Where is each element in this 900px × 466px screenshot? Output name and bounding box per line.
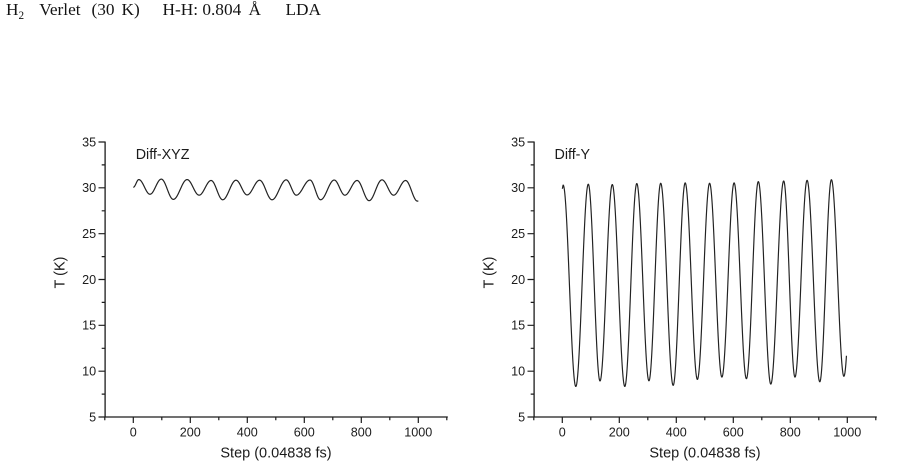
svg-text:800: 800 <box>351 425 372 439</box>
svg-text:30: 30 <box>82 181 96 195</box>
svg-text:200: 200 <box>609 425 630 439</box>
svg-text:10: 10 <box>82 365 96 379</box>
svg-text:Diff-XYZ: Diff-XYZ <box>136 147 190 163</box>
svg-text:25: 25 <box>511 227 525 241</box>
svg-text:1000: 1000 <box>404 425 432 439</box>
svg-text:Step (0.04838 fs): Step (0.04838 fs) <box>220 446 331 462</box>
svg-text:400: 400 <box>237 425 258 439</box>
svg-text:600: 600 <box>723 425 744 439</box>
svg-text:0: 0 <box>559 425 566 439</box>
svg-text:200: 200 <box>180 425 201 439</box>
svg-text:15: 15 <box>511 319 525 333</box>
svg-text:15: 15 <box>82 319 96 333</box>
svg-text:25: 25 <box>82 227 96 241</box>
svg-text:5: 5 <box>518 410 525 424</box>
svg-text:800: 800 <box>780 425 801 439</box>
svg-text:5: 5 <box>89 410 96 424</box>
svg-text:35: 35 <box>511 135 525 149</box>
svg-text:Step (0.04838 fs): Step (0.04838 fs) <box>649 446 760 462</box>
svg-text:10: 10 <box>511 365 525 379</box>
svg-text:35: 35 <box>82 135 96 149</box>
svg-text:20: 20 <box>511 273 525 287</box>
svg-text:Diff-Y: Diff-Y <box>555 147 591 163</box>
svg-text:T (K): T (K) <box>53 257 69 289</box>
svg-text:30: 30 <box>511 181 525 195</box>
svg-text:T (K): T (K) <box>482 257 498 289</box>
svg-text:600: 600 <box>294 425 315 439</box>
svg-text:20: 20 <box>82 273 96 287</box>
svg-text:1000: 1000 <box>833 425 861 439</box>
svg-text:400: 400 <box>666 425 687 439</box>
svg-text:0: 0 <box>130 425 137 439</box>
